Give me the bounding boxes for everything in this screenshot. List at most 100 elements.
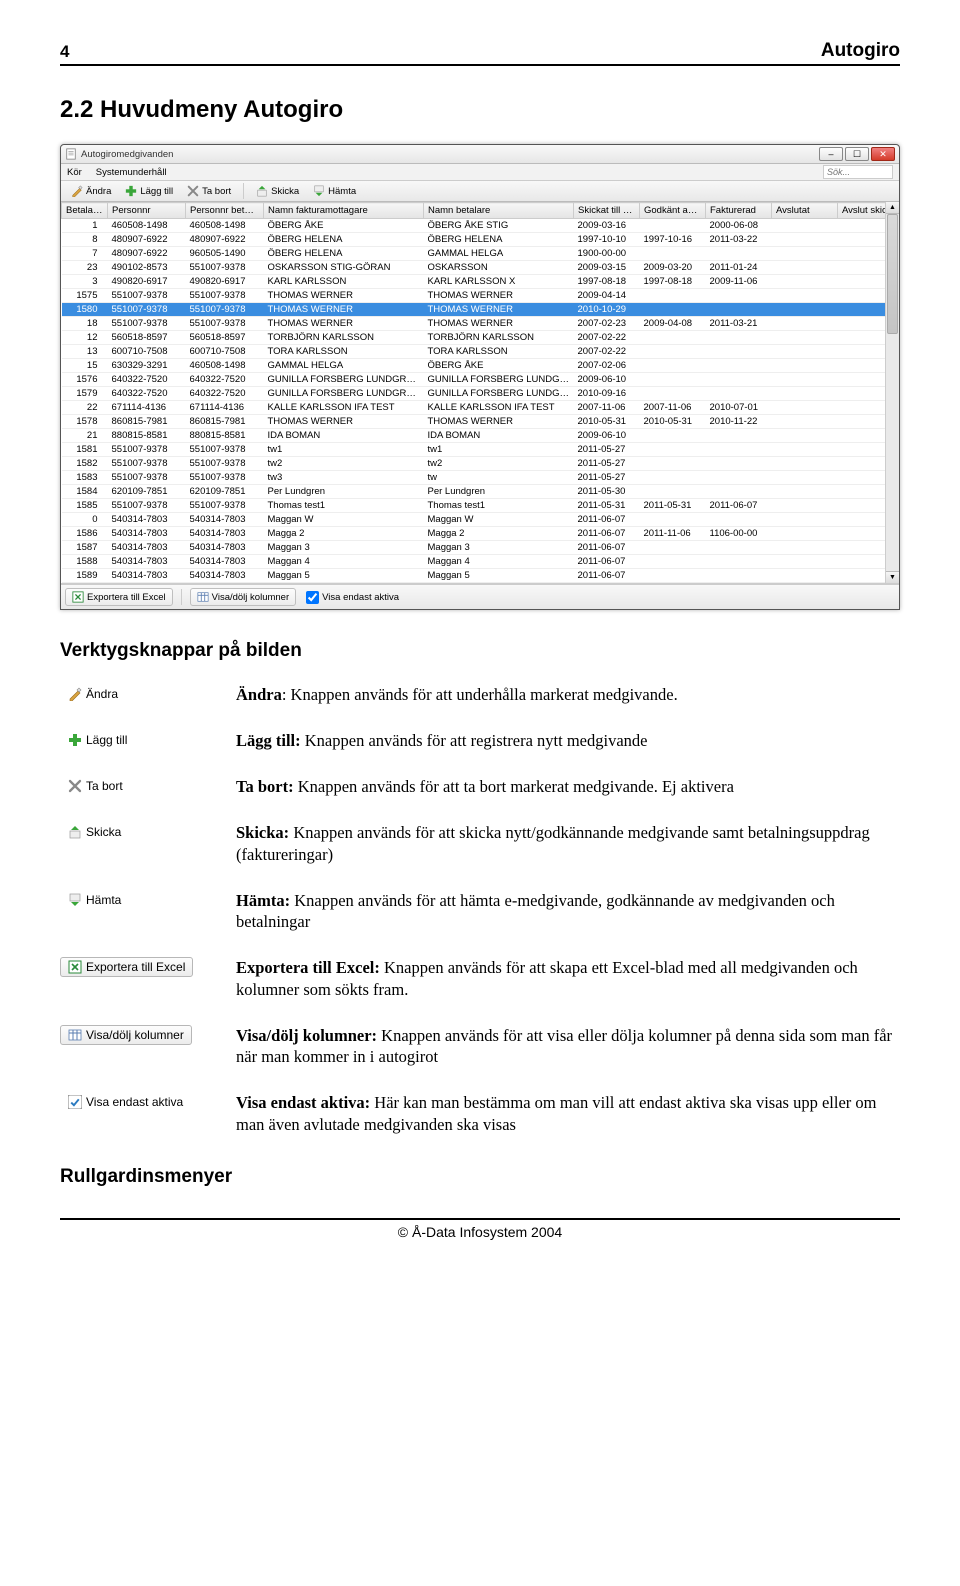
checkbox-input[interactable] [306, 591, 319, 604]
table-cell: ÖBERG HELENA [424, 233, 574, 247]
table-cell [772, 527, 838, 541]
table-row[interactable]: 1579640322-7520640322-7520GUNILLA FORSBE… [62, 387, 900, 401]
table-cell: 540314-7803 [186, 541, 264, 555]
column-header[interactable]: Godkänt av BGC [640, 203, 706, 219]
table-row[interactable]: 1460508-1498460508-1498ÖBERG ÅKEÖBERG ÅK… [62, 219, 900, 233]
table-cell: THOMAS WERNER [264, 415, 424, 429]
table-cell [772, 387, 838, 401]
column-header[interactable]: Fakturerad [706, 203, 772, 219]
column-header[interactable]: Skickat till BGC [574, 203, 640, 219]
search-input[interactable] [823, 165, 893, 179]
window-close-button[interactable]: ✕ [871, 147, 895, 161]
table-cell: 2011-03-22 [706, 233, 772, 247]
table-row[interactable]: 12560518-8597560518-8597TORBJÖRN KARLSSO… [62, 331, 900, 345]
menu-item-kor[interactable]: Kör [67, 167, 82, 178]
table-row[interactable]: 1585551007-9378551007-9378Thomas test1Th… [62, 499, 900, 513]
table-row[interactable]: 18551007-9378551007-9378THOMAS WERNERTHO… [62, 317, 900, 331]
table-row[interactable]: 1582551007-9378551007-9378tw2tw22011-05-… [62, 457, 900, 471]
table-cell [640, 303, 706, 317]
table-cell: 551007-9378 [108, 457, 186, 471]
visa-endast-aktiva-checkbox[interactable]: Visa endast aktiva [306, 591, 399, 604]
upload-icon [256, 185, 268, 197]
table-cell: 540314-7803 [108, 527, 186, 541]
table-row[interactable]: 1583551007-9378551007-9378tw3tw2011-05-2… [62, 471, 900, 485]
desc-bold: Lägg till: [236, 731, 301, 750]
toolbar-lagg-till-button[interactable]: Lägg till [119, 183, 179, 199]
scroll-up-arrow-icon[interactable]: ▲ [886, 202, 899, 214]
table-cell: 551007-9378 [108, 499, 186, 513]
table-row[interactable]: 1576640322-7520640322-7520GUNILLA FORSBE… [62, 373, 900, 387]
table-row[interactable]: 0540314-7803540314-7803Maggan WMaggan W2… [62, 513, 900, 527]
table-row[interactable]: 3490820-6917490820-6917KARL KARLSSONKARL… [62, 275, 900, 289]
desc-bold: Exportera till Excel: [236, 958, 380, 977]
data-grid[interactable]: BetalarnrPersonnrPersonnr betalareNamn f… [61, 202, 899, 583]
table-row[interactable]: 21880815-8581880815-8581IDA BOMANIDA BOM… [62, 429, 900, 443]
table-row[interactable]: 1589540314-7803540314-7803Maggan 5Maggan… [62, 569, 900, 583]
table-row[interactable]: 1581551007-9378551007-9378tw1tw12011-05-… [62, 443, 900, 457]
table-cell: 551007-9378 [108, 303, 186, 317]
plus-icon [125, 185, 137, 197]
table-cell: 540314-7803 [186, 569, 264, 583]
table-row[interactable]: 1586540314-7803540314-7803Magga 2Magga 2… [62, 527, 900, 541]
table-row[interactable]: 1580551007-9378551007-9378THOMAS WERNERT… [62, 303, 900, 317]
x-icon [68, 779, 82, 793]
table-cell: 671114-4136 [108, 401, 186, 415]
column-header[interactable]: Namn fakturamottagare [264, 203, 424, 219]
table-row[interactable]: 23490102-8573551007-9378OSKARSSON STIG-G… [62, 261, 900, 275]
column-header[interactable]: Personnr [108, 203, 186, 219]
table-row[interactable]: 13600710-7508600710-7508TORA KARLSSONTOR… [62, 345, 900, 359]
table-row[interactable]: 7480907-6922960505-1490ÖBERG HELENAGAMMA… [62, 247, 900, 261]
table-row[interactable]: 1578860815-7981860815-7981THOMAS WERNERT… [62, 415, 900, 429]
export-excel-button[interactable]: Exportera till Excel [65, 588, 173, 606]
app-window: Autogiromedgivanden – ☐ ✕ Kör Systemunde… [60, 144, 900, 610]
menu-item-systemunderhall[interactable]: Systemunderhåll [96, 167, 167, 178]
toolbar-andra-button[interactable]: Ändra [65, 183, 117, 199]
table-cell: GUNILLA FORSBERG LUNDGREN [264, 387, 424, 401]
table-cell: Maggan 3 [264, 541, 424, 555]
desc-bold: Visa endast aktiva: [236, 1093, 370, 1112]
column-header[interactable]: Personnr betalare [186, 203, 264, 219]
toolbar-ta-bort-button[interactable]: Ta bort [181, 183, 237, 199]
table-row[interactable]: 1575551007-9378551007-9378THOMAS WERNERT… [62, 289, 900, 303]
table-cell: 540314-7803 [108, 541, 186, 555]
visa-dolj-button[interactable]: Visa/dölj kolumner [190, 588, 296, 606]
table-cell: 560518-8597 [186, 331, 264, 345]
desc-bold: Hämta: [236, 891, 290, 910]
table-cell: KARL KARLSSON [264, 275, 424, 289]
section-title: 2.2 Huvudmeny Autogiro [60, 96, 900, 124]
table-cell: Maggan W [264, 513, 424, 527]
checkbox-label: Visa endast aktiva [322, 592, 399, 603]
column-header[interactable]: Namn betalare [424, 203, 574, 219]
desc-row-skicka: Skicka Skicka: Knappen används för att s… [60, 822, 900, 866]
table-cell [772, 429, 838, 443]
table-cell [640, 485, 706, 499]
page-brand: Autogiro [821, 40, 900, 62]
table-cell [772, 261, 838, 275]
scroll-thumb[interactable] [887, 214, 898, 334]
table-cell: 2009-11-06 [706, 275, 772, 289]
table-cell: 630329-3291 [108, 359, 186, 373]
table-cell: 2011-05-27 [574, 443, 640, 457]
table-cell: KARL KARLSSON X [424, 275, 574, 289]
table-row[interactable]: 1584620109-7851620109-7851Per LundgrenPe… [62, 485, 900, 499]
column-header[interactable]: Avslutat [772, 203, 838, 219]
table-row[interactable]: 1587540314-7803540314-7803Maggan 3Maggan… [62, 541, 900, 555]
table-row[interactable]: 8480907-6922480907-6922ÖBERG HELENAÖBERG… [62, 233, 900, 247]
table-cell: 2007-11-06 [574, 401, 640, 415]
table-cell: ÖBERG HELENA [264, 247, 424, 261]
column-header[interactable]: Betalarnr [62, 203, 108, 219]
toolbar-hamta-button[interactable]: Hämta [307, 183, 362, 199]
table-row[interactable]: 15630329-3291460508-1498GAMMAL HELGAÖBER… [62, 359, 900, 373]
window-minimize-button[interactable]: – [819, 147, 843, 161]
table-cell: 540314-7803 [186, 527, 264, 541]
table-cell: 460508-1498 [186, 359, 264, 373]
scroll-down-arrow-icon[interactable]: ▼ [886, 571, 899, 583]
table-row[interactable]: 1588540314-7803540314-7803Maggan 4Maggan… [62, 555, 900, 569]
window-maximize-button[interactable]: ☐ [845, 147, 869, 161]
table-cell: 540314-7803 [186, 513, 264, 527]
toolbar-skicka-button[interactable]: Skicka [250, 183, 305, 199]
desc-text: Visa endast aktiva: Här kan man bestämma… [236, 1092, 900, 1136]
vertical-scrollbar[interactable]: ▲ ▼ [885, 202, 899, 583]
table-cell [706, 303, 772, 317]
table-row[interactable]: 22671114-4136671114-4136KALLE KARLSSON I… [62, 401, 900, 415]
